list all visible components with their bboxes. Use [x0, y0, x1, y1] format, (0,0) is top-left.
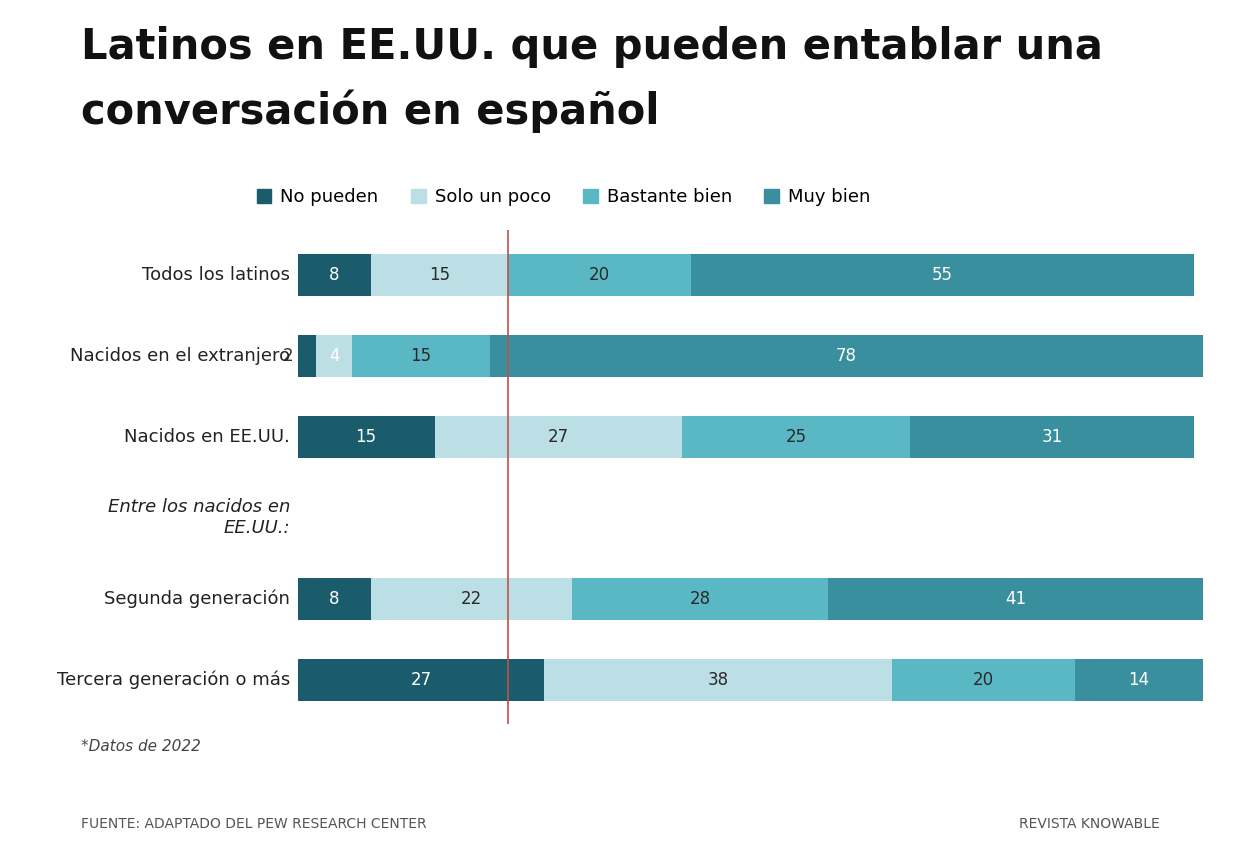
Text: 20: 20: [589, 266, 610, 284]
Bar: [371, 578, 572, 619]
Bar: [682, 416, 910, 458]
Text: 14: 14: [1128, 671, 1149, 688]
Bar: [435, 416, 682, 458]
Text: 20: 20: [973, 671, 994, 688]
Text: 55: 55: [931, 266, 952, 284]
Bar: [298, 659, 544, 700]
Bar: [371, 254, 508, 296]
Text: Latinos en EE.UU. que pueden entablar una: Latinos en EE.UU. que pueden entablar un…: [81, 26, 1102, 67]
Bar: [892, 659, 1075, 700]
Bar: [298, 254, 371, 296]
Bar: [910, 416, 1194, 458]
Text: Todos los latinos: Todos los latinos: [143, 266, 290, 284]
Text: Tercera generación o más: Tercera generación o más: [57, 671, 290, 689]
Text: Segunda generación: Segunda generación: [104, 590, 290, 607]
Text: Entre los nacidos en
EE.UU.:: Entre los nacidos en EE.UU.:: [108, 498, 290, 537]
Text: 8: 8: [329, 266, 340, 284]
Text: 27: 27: [548, 428, 569, 446]
Text: 15: 15: [429, 266, 450, 284]
Bar: [298, 578, 371, 619]
Bar: [572, 578, 828, 619]
Text: 2: 2: [283, 347, 293, 365]
Bar: [828, 578, 1203, 619]
Bar: [1075, 659, 1203, 700]
Text: 38: 38: [708, 671, 729, 688]
Bar: [298, 335, 316, 377]
Text: 25: 25: [785, 428, 806, 446]
Text: 8: 8: [329, 590, 340, 607]
Text: 28: 28: [689, 590, 711, 607]
Text: 27: 27: [410, 671, 432, 688]
Bar: [490, 335, 1203, 377]
Text: 15: 15: [410, 347, 432, 365]
Bar: [691, 254, 1194, 296]
Bar: [298, 416, 435, 458]
Text: conversación en español: conversación en español: [81, 89, 660, 133]
Text: REVISTA KNOWABLE: REVISTA KNOWABLE: [1018, 817, 1159, 831]
Text: 41: 41: [1004, 590, 1025, 607]
Text: 78: 78: [836, 347, 857, 365]
Text: 4: 4: [329, 347, 340, 365]
Text: Nacidos en el extranjero: Nacidos en el extranjero: [71, 347, 290, 365]
Bar: [544, 659, 892, 700]
Legend: No pueden, Solo un poco, Bastante bien, Muy bien: No pueden, Solo un poco, Bastante bien, …: [257, 188, 870, 206]
Text: Nacidos en EE.UU.: Nacidos en EE.UU.: [124, 428, 290, 446]
Text: 22: 22: [461, 590, 482, 607]
Text: 31: 31: [1042, 428, 1063, 446]
Bar: [352, 335, 490, 377]
Bar: [316, 335, 352, 377]
Text: FUENTE: ADAPTADO DEL PEW RESEARCH CENTER: FUENTE: ADAPTADO DEL PEW RESEARCH CENTER: [81, 817, 427, 831]
Text: *Datos de 2022: *Datos de 2022: [81, 739, 201, 754]
Bar: [508, 254, 691, 296]
Text: 15: 15: [356, 428, 377, 446]
